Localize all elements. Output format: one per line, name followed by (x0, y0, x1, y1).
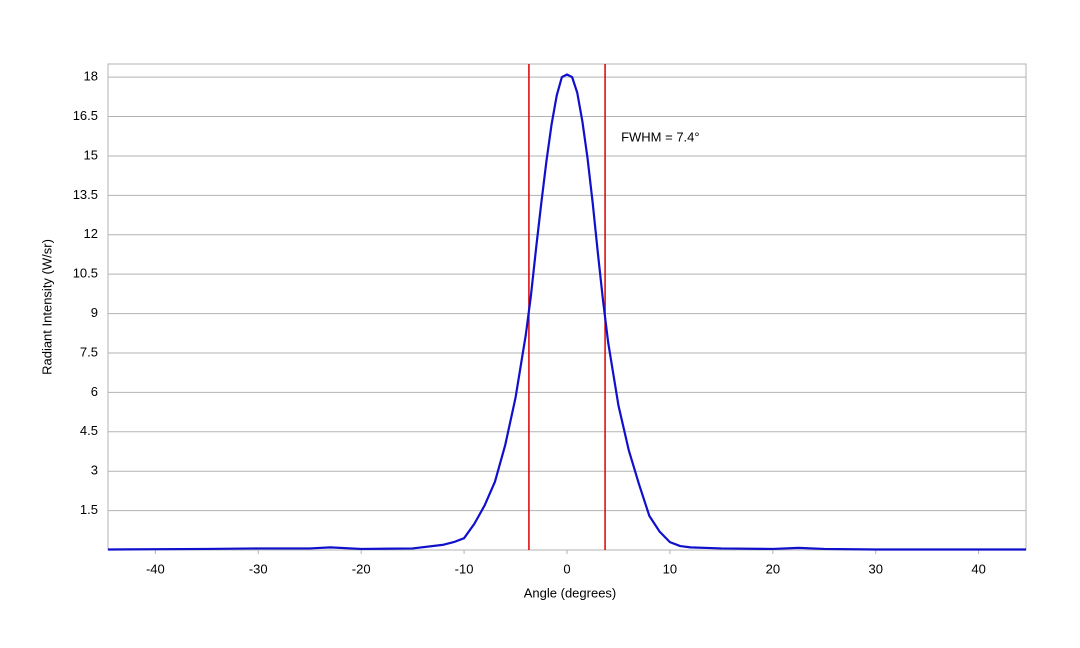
y-tick-label: 9 (91, 305, 98, 320)
y-tick-label: 16.5 (73, 108, 98, 123)
y-tick-label: 1.5 (80, 502, 98, 517)
y-tick-label: 18 (84, 69, 98, 84)
y-tick-label: 3 (91, 463, 98, 478)
x-tick-label: 20 (766, 561, 780, 576)
x-tick-label: 40 (971, 561, 985, 576)
data-line (107, 73, 1026, 551)
y-tick-label: 10.5 (73, 266, 98, 281)
y-tick-label: 15 (84, 147, 98, 162)
x-tick-label: -40 (146, 561, 165, 576)
x-tick-label: -10 (455, 561, 474, 576)
y-tick-label: 7.5 (80, 344, 98, 359)
y-tick-label: 4.5 (80, 423, 98, 438)
x-tick-label: -30 (249, 561, 268, 576)
x-tick-label: 0 (563, 561, 570, 576)
annotation: FWHM = 7.4° (621, 129, 700, 144)
x-tick-label: 30 (869, 561, 883, 576)
x-tick-label: -20 (352, 561, 371, 576)
y-tick-label: 12 (84, 226, 98, 241)
x-axis-label: Angle (degrees) (524, 585, 617, 600)
plot-border (107, 63, 1027, 551)
x-tick-label: 10 (663, 561, 677, 576)
y-axis-label: Radiant Intensity (W/sr) (39, 239, 54, 375)
y-tick-label: 6 (91, 384, 98, 399)
y-tick-label: 13.5 (73, 187, 98, 202)
